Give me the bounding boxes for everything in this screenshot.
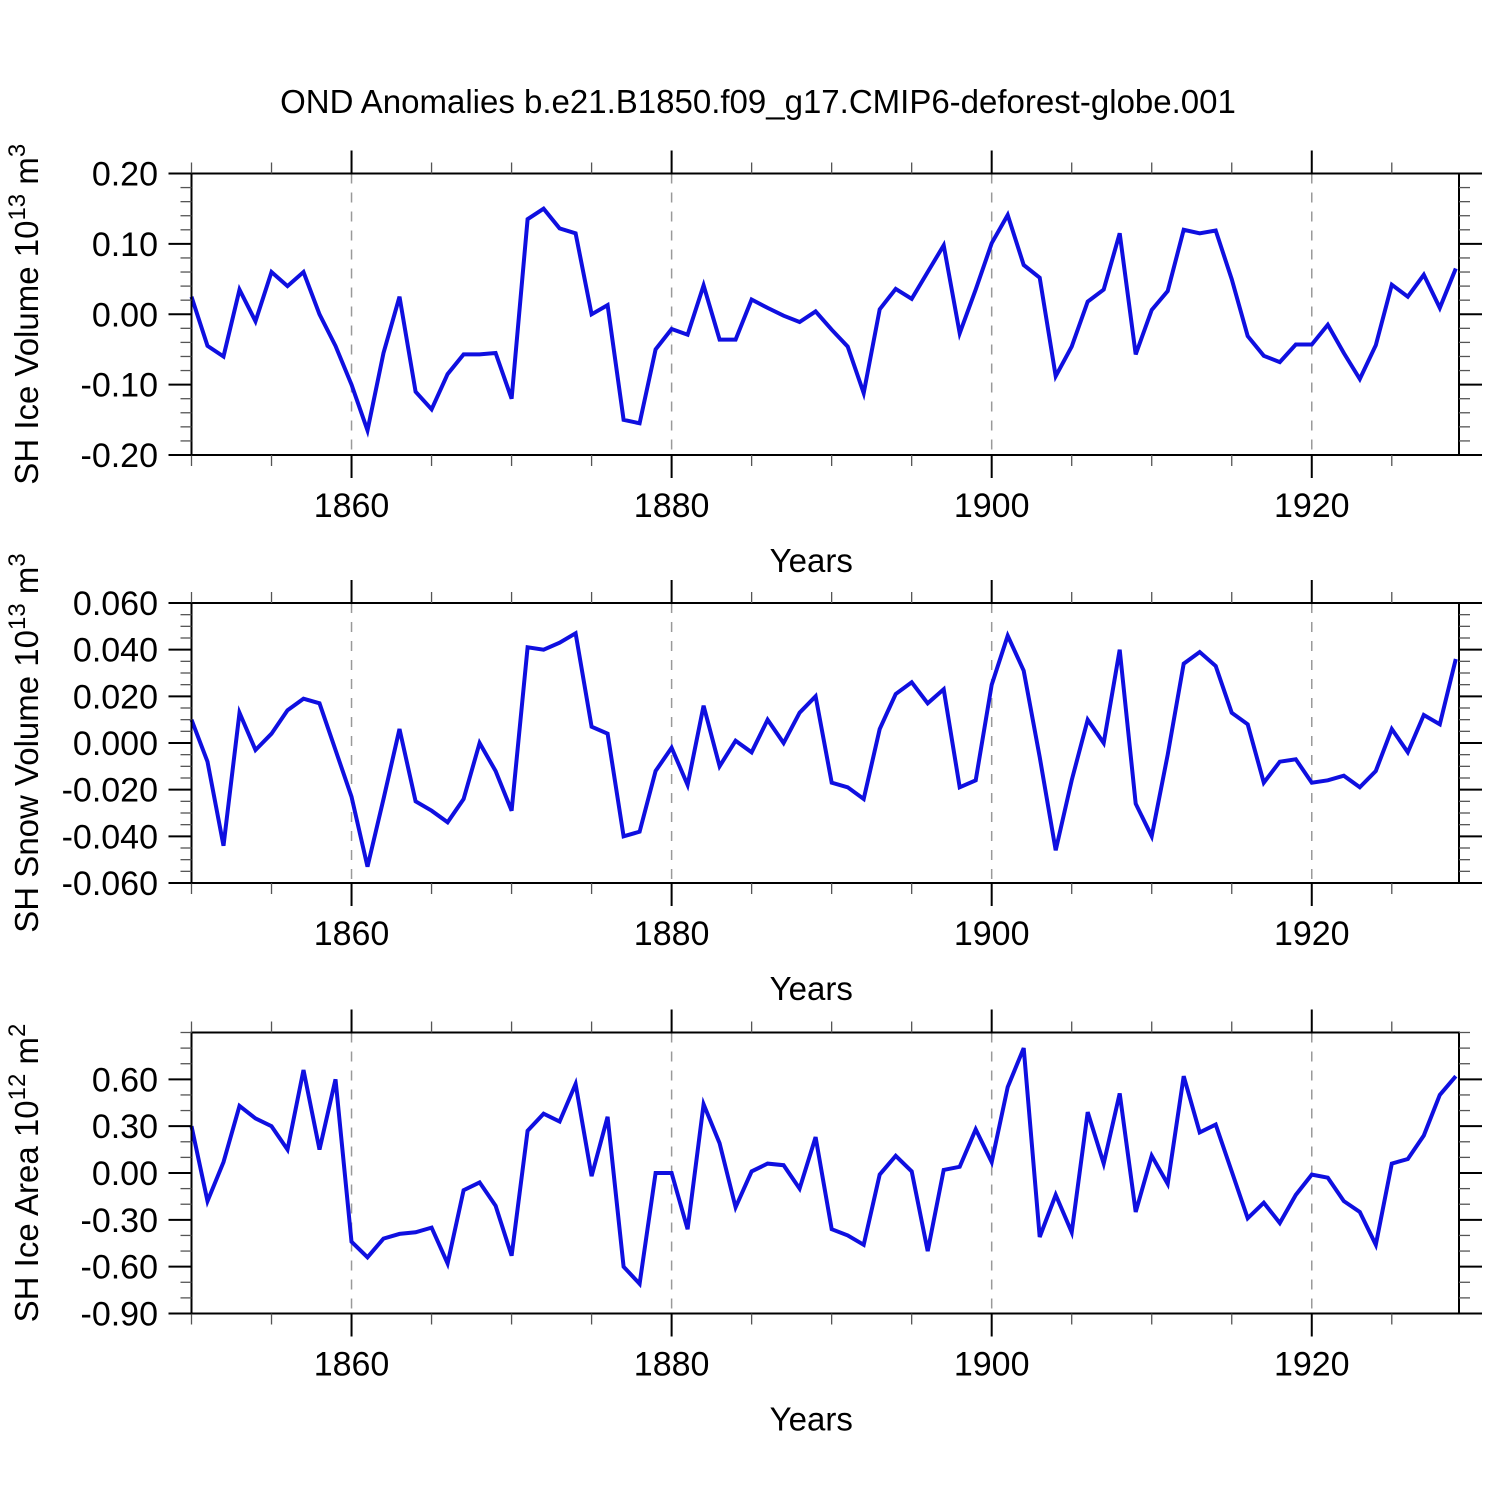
x-tick-label: 1880	[634, 1346, 710, 1384]
x-tick-label: 1920	[1274, 1346, 1350, 1384]
panel-sh-snow-volume: 0.060 0.040 0.020 0.000 -0.020 -0.040 -0.060 18…	[4, 553, 1482, 1007]
y-tick-label: -0.10	[81, 367, 159, 405]
y-tick-label: 0.00	[92, 1155, 158, 1193]
y-tick-label: -0.20	[81, 437, 159, 475]
x-tick-label: 1900	[954, 487, 1030, 525]
x-tick-label: 1860	[314, 487, 390, 525]
y-tick-label: 0.040	[73, 632, 158, 670]
axis-frame	[190, 1031, 1460, 1315]
panel-sh-ice-area: 0.60 0.30 0.00 -0.30 -0.60 -0.90 1860 1880 1900 1…	[4, 1009, 1482, 1438]
data-line-sh-ice-area	[189, 1047, 1458, 1289]
y-tick-label: -0.020	[62, 772, 158, 810]
data-line-sh-snow-volume	[189, 630, 1458, 868]
x-tick-label: 1880	[634, 487, 710, 525]
x-tick-label: 1880	[634, 915, 710, 953]
y-tick-label: -0.060	[62, 865, 158, 903]
y-tick-label: -0.30	[81, 1202, 159, 1240]
y-tick-label: 0.00	[92, 296, 158, 334]
x-axis-title: Years	[770, 542, 853, 579]
y-tick-label: 0.30	[92, 1108, 158, 1146]
figure-title: OND Anomalies b.e21.B1850.f09_g17.CMIP6-…	[280, 83, 1236, 120]
x-tick-label: 1920	[1274, 487, 1350, 525]
x-tick-label: 1900	[954, 915, 1030, 953]
axis-frame	[190, 172, 1460, 456]
x-axis-title: Years	[770, 970, 853, 1007]
y-tick-label: -0.040	[62, 818, 158, 856]
y-tick-label: -0.60	[81, 1249, 159, 1287]
x-tick-label: 1900	[954, 1346, 1030, 1384]
y-tick-label: -0.90	[81, 1296, 159, 1334]
y-tick-label: 0.020	[73, 678, 158, 716]
x-tick-label: 1860	[314, 1346, 390, 1384]
y-tick-label: 0.20	[92, 156, 158, 194]
y-tick-label: 0.000	[73, 725, 158, 763]
x-tick-label: 1920	[1274, 915, 1350, 953]
y-tick-label: 0.060	[73, 585, 158, 623]
y-axis-title: SH Ice Volume 1013 m3	[4, 144, 45, 485]
y-tick-label: 0.10	[92, 226, 158, 264]
y-axis-title: SH Ice Area 1012 m2	[4, 1024, 45, 1323]
x-tick-label: 1860	[314, 915, 390, 953]
panel-sh-ice-volume: 0.20 0.10 0.00 -0.10 -0.20 1860 1880 1900 1920 Ye…	[4, 144, 1482, 579]
y-tick-label: 0.60	[92, 1061, 158, 1099]
y-axis-title: SH Snow Volume 1013 m3	[4, 553, 45, 932]
data-line-sh-ice-volume	[189, 206, 1458, 438]
x-axis-title: Years	[770, 1401, 853, 1438]
